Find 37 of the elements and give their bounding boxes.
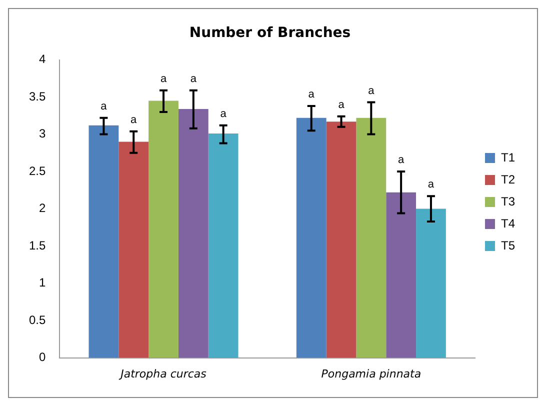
- y-tick-label: 0.5: [28, 312, 46, 327]
- bar: [178, 108, 208, 358]
- legend-label: T4: [500, 216, 516, 230]
- bar: [118, 142, 149, 358]
- data-label: a: [100, 100, 108, 112]
- bar: [88, 125, 119, 358]
- legend-label: T3: [500, 194, 516, 208]
- legend-label: T1: [500, 150, 516, 164]
- legend-label: T2: [500, 172, 516, 186]
- y-tick-label: 4: [38, 52, 46, 66]
- data-label: a: [368, 84, 376, 97]
- bar: [416, 208, 446, 358]
- data-label: a: [428, 178, 435, 191]
- legend-label: T5: [500, 238, 516, 252]
- bar: [386, 192, 416, 358]
- y-tick-label: 3.5: [28, 89, 46, 104]
- y-tick-label: 1.5: [28, 238, 46, 252]
- x-tick-label: Jatropha curcas: [118, 367, 207, 380]
- data-label: a: [130, 114, 138, 126]
- y-tick-label: 1: [38, 276, 46, 290]
- data-label: a: [190, 72, 198, 85]
- data-label: a: [220, 108, 228, 120]
- y-tick-label: 2.5: [28, 164, 46, 178]
- y-tick-label: 0: [38, 350, 46, 364]
- bar: [356, 118, 386, 358]
- data-label: a: [308, 88, 316, 101]
- bar: [326, 122, 356, 358]
- y-tick-label: 3: [38, 126, 46, 141]
- x-tick-label: Pongamia pinnata: [321, 367, 422, 380]
- y-tick-label: 2: [38, 201, 46, 216]
- bar: [296, 118, 326, 358]
- data-label: a: [338, 98, 346, 111]
- data-label: a: [160, 72, 168, 85]
- chart-title: Number of Branches: [189, 25, 351, 42]
- bar: [208, 134, 238, 358]
- bar: [148, 100, 178, 358]
- data-label: a: [398, 154, 406, 166]
